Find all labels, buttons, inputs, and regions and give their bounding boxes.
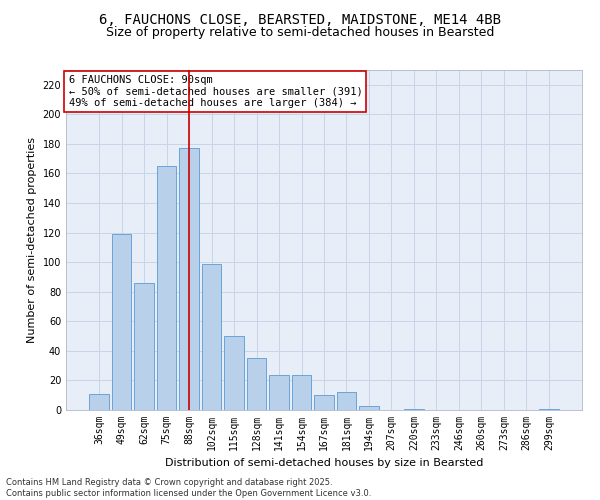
Bar: [404, 408, 424, 410]
Bar: [134, 283, 154, 410]
Text: 6, FAUCHONS CLOSE, BEARSTED, MAIDSTONE, ME14 4BB: 6, FAUCHONS CLOSE, BEARSTED, MAIDSTONE, …: [99, 12, 501, 26]
Bar: [247, 358, 266, 410]
Text: Contains HM Land Registry data © Crown copyright and database right 2025.
Contai: Contains HM Land Registry data © Crown c…: [6, 478, 371, 498]
Bar: [179, 148, 199, 410]
Bar: [157, 166, 176, 410]
Bar: [539, 408, 559, 410]
Bar: [112, 234, 131, 410]
Bar: [314, 395, 334, 410]
Text: 6 FAUCHONS CLOSE: 90sqm
← 50% of semi-detached houses are smaller (391)
49% of s: 6 FAUCHONS CLOSE: 90sqm ← 50% of semi-de…: [68, 75, 362, 108]
Text: Size of property relative to semi-detached houses in Bearsted: Size of property relative to semi-detach…: [106, 26, 494, 39]
Y-axis label: Number of semi-detached properties: Number of semi-detached properties: [27, 137, 37, 343]
Bar: [89, 394, 109, 410]
Bar: [359, 406, 379, 410]
Bar: [292, 374, 311, 410]
X-axis label: Distribution of semi-detached houses by size in Bearsted: Distribution of semi-detached houses by …: [165, 458, 483, 468]
Bar: [202, 264, 221, 410]
Bar: [224, 336, 244, 410]
Bar: [269, 374, 289, 410]
Bar: [337, 392, 356, 410]
